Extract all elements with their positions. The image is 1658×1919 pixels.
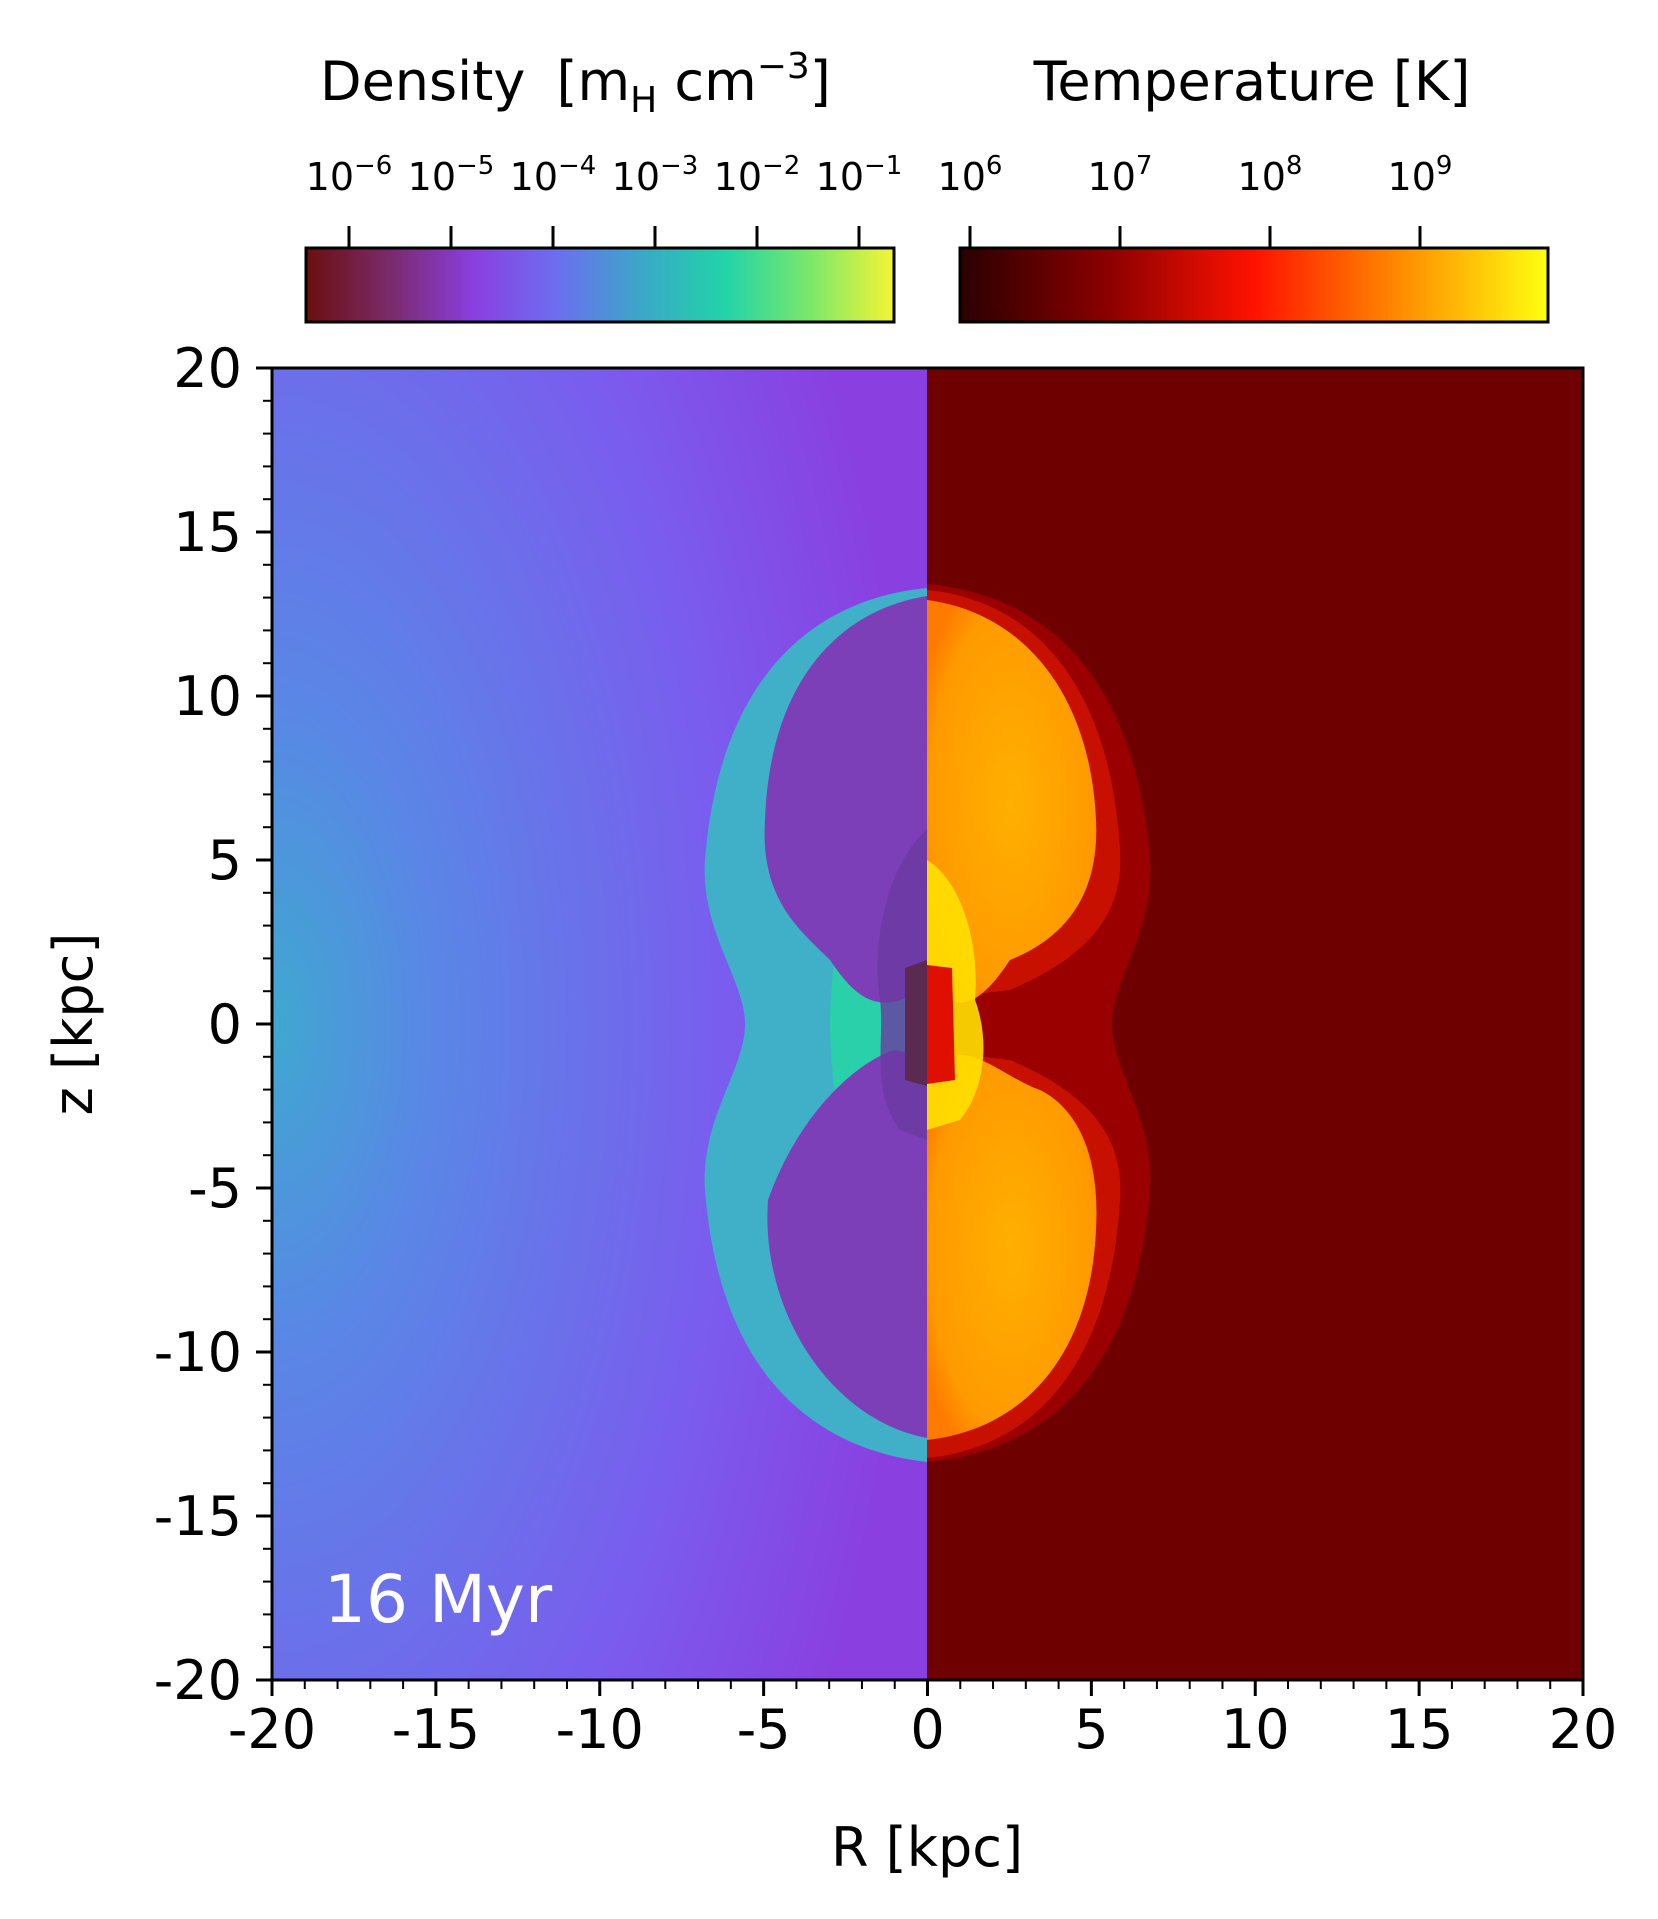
y-tick-label: 20 — [173, 337, 242, 400]
y-tick-label: -5 — [188, 1157, 242, 1220]
x-tick-label: 0 — [910, 1698, 944, 1761]
density-tick-label: 10−5 — [408, 151, 495, 199]
density-tick-label: 10−4 — [510, 151, 597, 199]
density-colorbar: Density [mH cm−3] 10−6 10−5 10−4 10−3 10−2 10… — [304, 46, 903, 324]
x-tick-label: -10 — [556, 1698, 644, 1761]
temperature-lower-bubble — [927, 1054, 1097, 1440]
time-label: 16 Myr — [324, 1561, 553, 1638]
density-disk — [905, 960, 927, 1086]
x-axis-label: R [kpc] — [831, 1816, 1023, 1879]
temperature-colorbar-ticks: 106 107 108 109 — [938, 151, 1453, 248]
x-tick-label: 10 — [1221, 1698, 1290, 1761]
density-colorbar-ticks: 10−6 10−5 10−4 10−3 10−2 10−1 — [306, 151, 903, 248]
x-tick-label: 20 — [1549, 1698, 1618, 1761]
x-tick-label: -15 — [392, 1698, 480, 1761]
y-tick-label: -15 — [154, 1485, 242, 1548]
temperature-disk — [927, 965, 955, 1084]
temperature-tick-label: 108 — [1238, 151, 1303, 199]
temperature-colorbar: Temperature [K] 106 107 108 109 — [938, 50, 1550, 324]
density-tick-label: 10−6 — [306, 151, 393, 199]
density-upper-bubble — [764, 596, 927, 1003]
density-tick-label: 10−1 — [816, 151, 903, 199]
y-tick-label: -20 — [154, 1649, 242, 1712]
density-tick-label: 10−2 — [714, 151, 801, 199]
temperature-colorbar-title: Temperature [K] — [1033, 50, 1471, 113]
temperature-upper-bubble — [927, 600, 1097, 1003]
y-tick-label: -10 — [154, 1321, 242, 1384]
y-axis-label: z [kpc] — [42, 933, 105, 1116]
x-tick-label: -5 — [737, 1698, 791, 1761]
y-tick-label: 0 — [208, 993, 242, 1056]
x-tick-label: 15 — [1385, 1698, 1454, 1761]
y-tick-label: 10 — [173, 665, 242, 728]
temperature-panel — [927, 368, 1583, 1680]
temperature-tick-label: 107 — [1088, 151, 1153, 199]
x-tick-label: -20 — [228, 1698, 316, 1761]
density-lower-bubble — [767, 1050, 927, 1438]
temperature-colorbar-bar — [958, 246, 1550, 324]
x-axis-ticks: -20 -15 -10 -5 0 5 10 15 20 — [228, 1680, 1617, 1761]
density-panel — [272, 368, 927, 1680]
y-tick-label: 5 — [208, 829, 242, 892]
y-tick-label: 15 — [173, 501, 242, 564]
temperature-tick-label: 106 — [938, 151, 1003, 199]
temperature-tick-label: 109 — [1388, 151, 1453, 199]
density-tick-label: 10−3 — [612, 151, 699, 199]
density-colorbar-bar — [304, 246, 896, 324]
y-axis-ticks: 20 15 10 5 0 -5 -10 -15 -20 — [154, 337, 272, 1712]
density-colorbar-title: Density [mH cm−3] — [320, 46, 831, 121]
x-tick-label: 5 — [1074, 1698, 1108, 1761]
